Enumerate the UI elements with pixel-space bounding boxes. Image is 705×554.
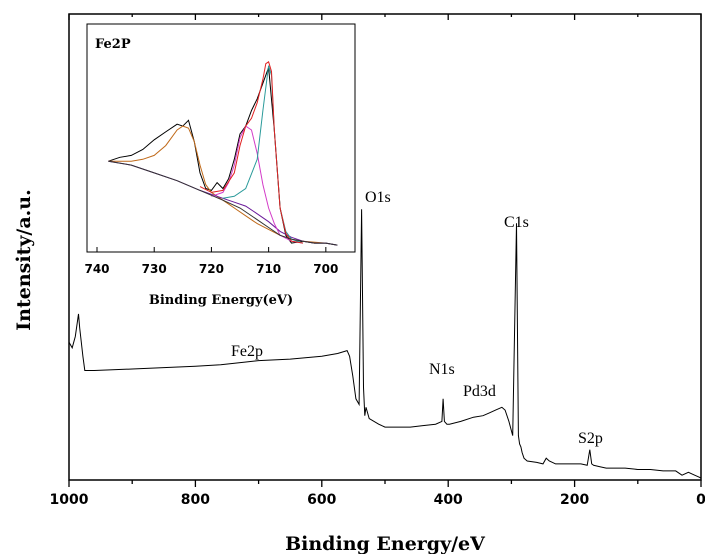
inset-x-tick-label: 730	[142, 262, 167, 276]
main-x-tick-label: 0	[696, 492, 705, 508]
main-x-axis-title: Binding Energy/eV	[285, 533, 486, 554]
annotation-n1s: N1s	[429, 361, 455, 378]
inset-fit-lines	[108, 61, 338, 246]
inset-x-axis-title: Binding Energy(eV)	[149, 293, 293, 308]
main-x-ticks	[68, 14, 702, 487]
main-x-tick-label: 200	[560, 492, 589, 508]
inset-series-line-0	[108, 67, 338, 246]
main-x-tick-label: 400	[434, 492, 463, 508]
inset-plot-frame	[86, 23, 356, 253]
annotation-o1s: O1s	[365, 189, 391, 206]
main-y-axis-title: Intensity/a.u.	[13, 189, 35, 330]
inset-series-line-5	[199, 61, 304, 244]
main-x-tick-label: 800	[181, 492, 210, 508]
inset-x-ticks	[96, 247, 327, 252]
annotation-c1s: C1s	[504, 214, 529, 231]
inset-x-tick-label: 720	[199, 262, 224, 276]
main-x-tick-labels: 1000 800 600 400 200 0	[50, 492, 705, 508]
main-x-tick-label: 600	[307, 492, 336, 508]
annotation-s2p: S2p	[578, 430, 603, 447]
main-x-tick-label: 1000	[50, 492, 89, 508]
inset-x-tick-labels: 740 730 720 710 700	[84, 262, 338, 276]
survey-spectrum-line	[68, 209, 702, 479]
inset-x-tick-label: 740	[84, 262, 109, 276]
inset-title: Fe2P	[95, 37, 131, 52]
inset-x-tick-label: 710	[256, 262, 281, 276]
inset-series-line-1	[108, 125, 326, 244]
inset-x-tick-label: 700	[313, 262, 338, 276]
inset-series-line-6	[108, 160, 338, 246]
annotation-pd3d: Pd3d	[463, 383, 496, 400]
inset-series-line-4	[222, 65, 304, 244]
annotation-fe2p: Fe2p	[231, 343, 263, 360]
